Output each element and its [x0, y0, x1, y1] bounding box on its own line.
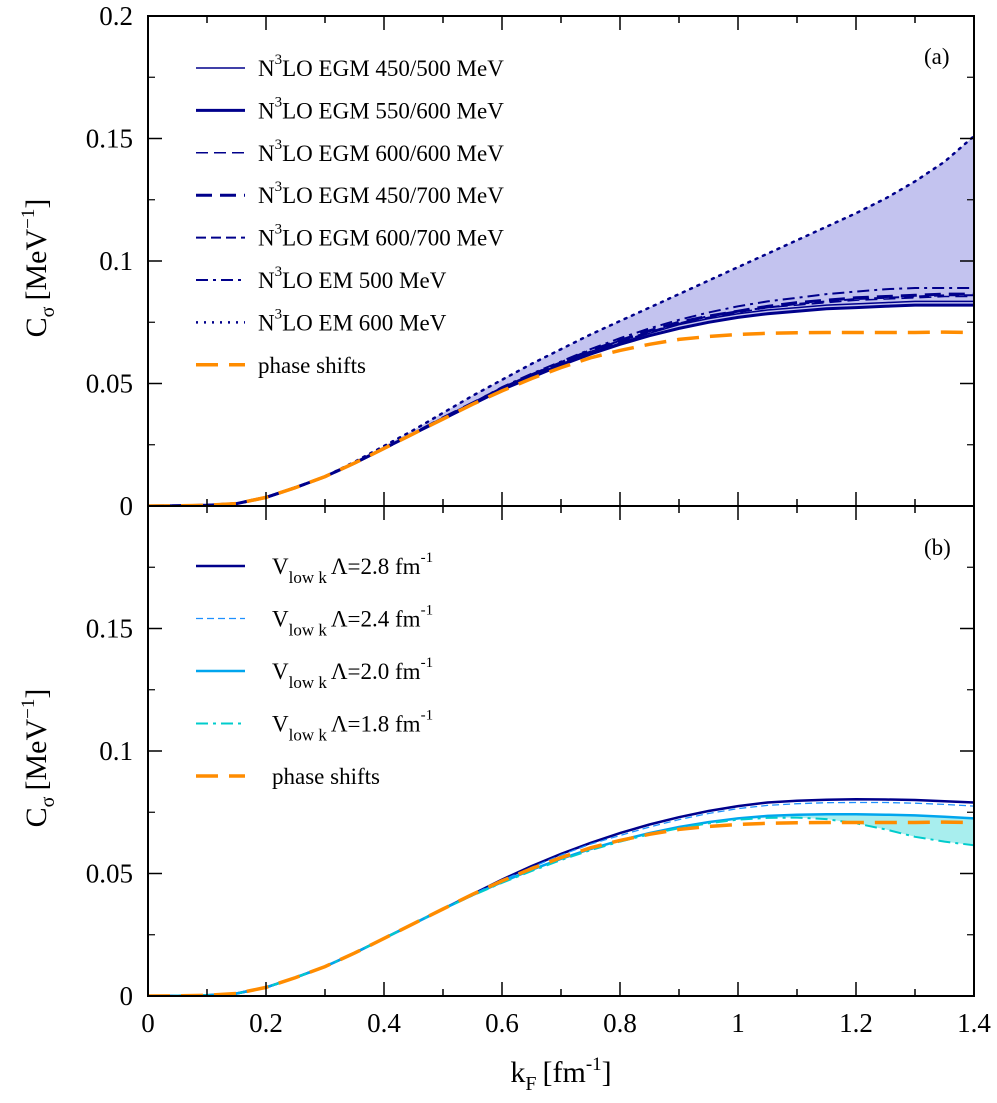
legend-label-2: N3LO EGM 600/600 MeV: [258, 137, 504, 166]
y-tick-label: 0.1: [99, 246, 133, 276]
series-line-1: [148, 801, 974, 996]
panel-b-series-lines: [148, 798, 974, 996]
panel-a-y-axis-title: Cσ[MeV−1]: [18, 199, 59, 338]
x-axis-title: kF [fm-1]: [510, 1054, 611, 1095]
panel-a-series-lines: [148, 134, 974, 506]
panel-b-y-axis-title: Cσ[MeV−1]: [18, 689, 59, 828]
series-line-0: [148, 798, 974, 996]
series-line-7: [148, 330, 974, 506]
panel-a-tag: (a): [924, 44, 950, 69]
x-tick-label: 1: [731, 1008, 745, 1038]
y-tick-label: 0.1: [99, 736, 133, 766]
x-tick-label: 0.6: [485, 1008, 519, 1038]
legend-label-0: N3LO EGM 450/500 MeV: [258, 52, 504, 81]
x-tick-label: 0.2: [249, 1008, 283, 1038]
x-tick-label: 0.4: [367, 1008, 401, 1038]
panel-a: 0 0.05 0.1 0.15 0.2 (a) N3LO EGM 450/500 MeV…: [18, 1, 975, 521]
panel-b-ticks: 0 0.05 0.1 0.15 0 0.2 0.4 0.6 0.8 1 1.2 1.4: [86, 505, 991, 1038]
panel-a-legend: N3LO EGM 450/500 MeV N3LO EGM 550/600 MeV…: [196, 52, 504, 378]
y-tick-label: 0: [120, 491, 134, 521]
legend-label-1: N3LO EGM 550/600 MeV: [258, 94, 504, 123]
y-tick-label: 0.15: [86, 124, 133, 154]
series-line-3: [148, 816, 974, 996]
y-tick-label: 0: [120, 981, 134, 1011]
series-line-5: [148, 287, 974, 506]
y-tick-label: 0.15: [86, 614, 133, 644]
band-fill: [148, 814, 974, 996]
panel-a-ticks: 0 0.05 0.1 0.15 0.2: [86, 1, 975, 521]
legend-label-2: Vlow k Λ=2.0 fm-1: [272, 655, 433, 692]
panel-b-uncertainty-band: [148, 814, 974, 996]
legend-label-3: Vlow k Λ=1.8 fm-1: [272, 708, 433, 745]
legend-label-3: N3LO EGM 450/700 MeV: [258, 179, 504, 208]
legend-label-7: phase shifts: [258, 353, 366, 378]
legend-label-1: Vlow k Λ=2.4 fm-1: [272, 603, 433, 640]
legend-label-0: Vlow k Λ=2.8 fm-1: [272, 550, 433, 587]
x-tick-label: 0.8: [603, 1008, 637, 1038]
legend-label-6: N3LO EM 600 MeV: [258, 306, 447, 335]
series-line-6: [148, 134, 974, 506]
panel-b: 0 0.05 0.1 0.15 0 0.2 0.4 0.6 0.8 1 1.2 1.4 (b) Vlo…: [18, 505, 991, 1095]
legend-label-4: N3LO EGM 600/700 MeV: [258, 222, 504, 251]
legend-label-4: phase shifts: [272, 764, 380, 789]
legend-label-5: N3LO EM 500 MeV: [258, 264, 447, 293]
series-line-4: [148, 820, 974, 996]
x-tick-label: 1.2: [839, 1008, 873, 1038]
y-tick-label: 0.2: [99, 1, 133, 31]
y-tick-label: 0.05: [86, 859, 133, 889]
x-tick-label: 1.4: [957, 1008, 991, 1038]
panel-b-legend: Vlow k Λ=2.8 fm-1 Vlow k Λ=2.4 fm-1 Vlow k Λ=…: [196, 550, 433, 789]
y-tick-label: 0.05: [86, 369, 133, 399]
panel-b-tag: (b): [924, 535, 951, 560]
x-tick-label: 0: [141, 1008, 155, 1038]
panel-b-frame: [147, 505, 975, 997]
series-line-2: [148, 812, 974, 996]
